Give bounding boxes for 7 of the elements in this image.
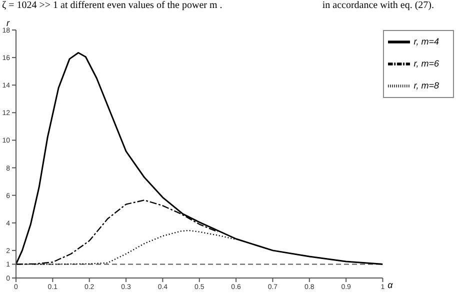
legend-label: r, m=4 xyxy=(414,36,439,46)
x-axis-title: α xyxy=(388,280,394,290)
y-axis-title: r xyxy=(6,18,10,28)
legend-label: r, m=6 xyxy=(414,58,439,68)
legend-label: r, m=8 xyxy=(414,80,439,90)
text: in accordance with eq. (27). xyxy=(322,0,434,13)
text: ζ = 1024 >> 1 at different even values of the power m . xyxy=(2,0,222,13)
